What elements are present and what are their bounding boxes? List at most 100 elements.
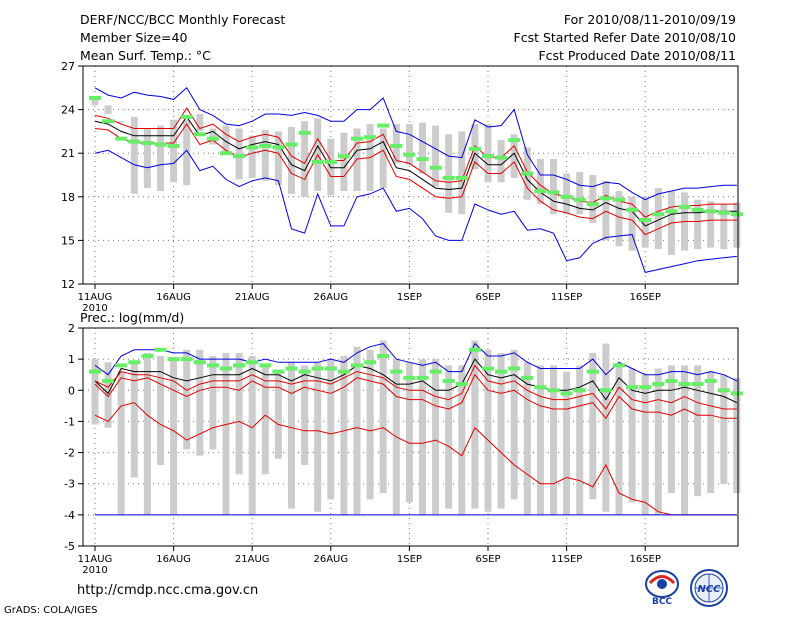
observation-mark: [534, 385, 547, 390]
observation-mark: [534, 188, 547, 193]
observation-mark: [364, 135, 377, 140]
ensemble-box: [563, 371, 571, 515]
ensemble-box: [576, 365, 584, 515]
observation-mark: [455, 382, 468, 387]
ensemble-box: [523, 362, 531, 515]
observation-mark: [141, 354, 154, 359]
ensemble-box: [157, 125, 164, 191]
ensemble-box: [707, 371, 715, 494]
ensemble-box: [432, 125, 440, 187]
observation-mark: [351, 136, 363, 141]
ensemble-box: [536, 365, 544, 515]
y-tick-label: -3: [64, 478, 75, 491]
observation-mark: [298, 369, 311, 374]
x-tick-label: 11SEP: [551, 292, 582, 303]
ensemble-box: [222, 352, 230, 515]
observation-mark: [337, 154, 350, 159]
observation-mark: [495, 369, 508, 374]
ensemble-box: [628, 368, 636, 503]
ensemble-box: [104, 362, 112, 428]
ensemble-box: [143, 352, 151, 515]
observation-mark: [639, 385, 652, 390]
observation-mark: [141, 141, 154, 146]
ensemble-box: [235, 128, 243, 180]
ensemble-mean-line: [94, 358, 738, 404]
observation-mark: [691, 382, 704, 387]
outer-upper-line: [94, 342, 738, 382]
ensemble-box: [261, 129, 269, 181]
observation-mark: [599, 196, 612, 201]
ensemble-box: [445, 365, 453, 509]
x-tick-label: 16AUG: [156, 554, 191, 565]
ensemble-box: [733, 377, 741, 494]
inner-upper-line: [94, 364, 737, 410]
ensemble-box: [510, 134, 518, 178]
y-tick-label: 24: [61, 104, 75, 117]
svg-text:NCC: NCC: [697, 584, 721, 595]
observation-mark: [586, 369, 599, 374]
y-tick-label: 21: [61, 147, 75, 160]
observation-mark: [521, 171, 534, 176]
observation-mark: [89, 95, 101, 100]
ensemble-box: [248, 356, 256, 515]
observation-mark: [442, 378, 455, 383]
observation-mark: [337, 369, 350, 374]
x-tick-label: 21AUG: [235, 554, 270, 565]
observation-mark: [416, 375, 429, 380]
observation-mark: [573, 197, 586, 202]
ensemble-box: [301, 365, 309, 466]
observation-mark: [259, 143, 272, 148]
ensemble-box: [694, 365, 702, 497]
forecast-period: For 2010/08/11-2010/09/19: [563, 12, 736, 27]
x-tick-label: 16SEP: [629, 554, 660, 565]
ensemble-box: [366, 349, 374, 500]
observation-mark: [613, 197, 625, 202]
ensemble-box: [392, 124, 400, 164]
x-tick-label: 11AUG: [78, 554, 113, 565]
observation-mark: [508, 138, 521, 143]
fcst-started-date: Fcst Started Refer Date 2010/08/10: [513, 30, 737, 45]
ensemble-box: [681, 365, 688, 515]
observation-mark: [154, 142, 167, 147]
observation-mark: [652, 212, 665, 217]
x-tick-label: 1SEP: [397, 292, 422, 303]
observation-mark: [206, 363, 219, 368]
ensemble-box: [602, 343, 610, 512]
ensemble-box: [654, 368, 662, 515]
observation-mark: [193, 132, 206, 137]
observation-mark: [285, 142, 298, 147]
observation-mark: [233, 363, 246, 368]
observation-mark: [626, 207, 639, 212]
ensemble-box: [274, 371, 282, 459]
observation-mark: [429, 369, 442, 374]
ensemble-mean-line: [94, 116, 737, 227]
ensemble-box: [379, 340, 387, 494]
ensemble-box: [550, 159, 557, 215]
y-tick-label: 2: [68, 322, 75, 335]
observation-mark: [521, 375, 534, 380]
y-tick-label: -2: [64, 447, 75, 460]
footer-url[interactable]: http://cmdp.ncc.cma.gov.cn: [77, 583, 259, 598]
ensemble-box: [419, 359, 426, 515]
observation-mark: [730, 391, 743, 396]
member-size-label: Member Size=40: [80, 30, 188, 45]
x-tick-label: 11SEP: [551, 554, 582, 565]
ensemble-box: [432, 359, 440, 515]
lowest-line: [94, 402, 737, 516]
bcc-logo: BCC: [641, 568, 683, 607]
observation-mark: [403, 375, 416, 380]
x-tick-label: 26AUG: [313, 292, 348, 303]
ensemble-box: [497, 140, 505, 183]
observation-mark: [613, 363, 625, 368]
ensemble-box: [157, 356, 164, 466]
observation-mark: [626, 385, 639, 390]
observation-mark: [377, 354, 390, 359]
ensemble-box: [183, 119, 191, 186]
observation-mark: [691, 207, 704, 212]
observation-mark: [665, 209, 678, 214]
observation-mark: [495, 155, 508, 160]
ensemble-box: [471, 340, 479, 509]
ensemble-box: [196, 113, 204, 132]
ensemble-box: [170, 119, 178, 183]
ensemble-box: [694, 199, 702, 250]
